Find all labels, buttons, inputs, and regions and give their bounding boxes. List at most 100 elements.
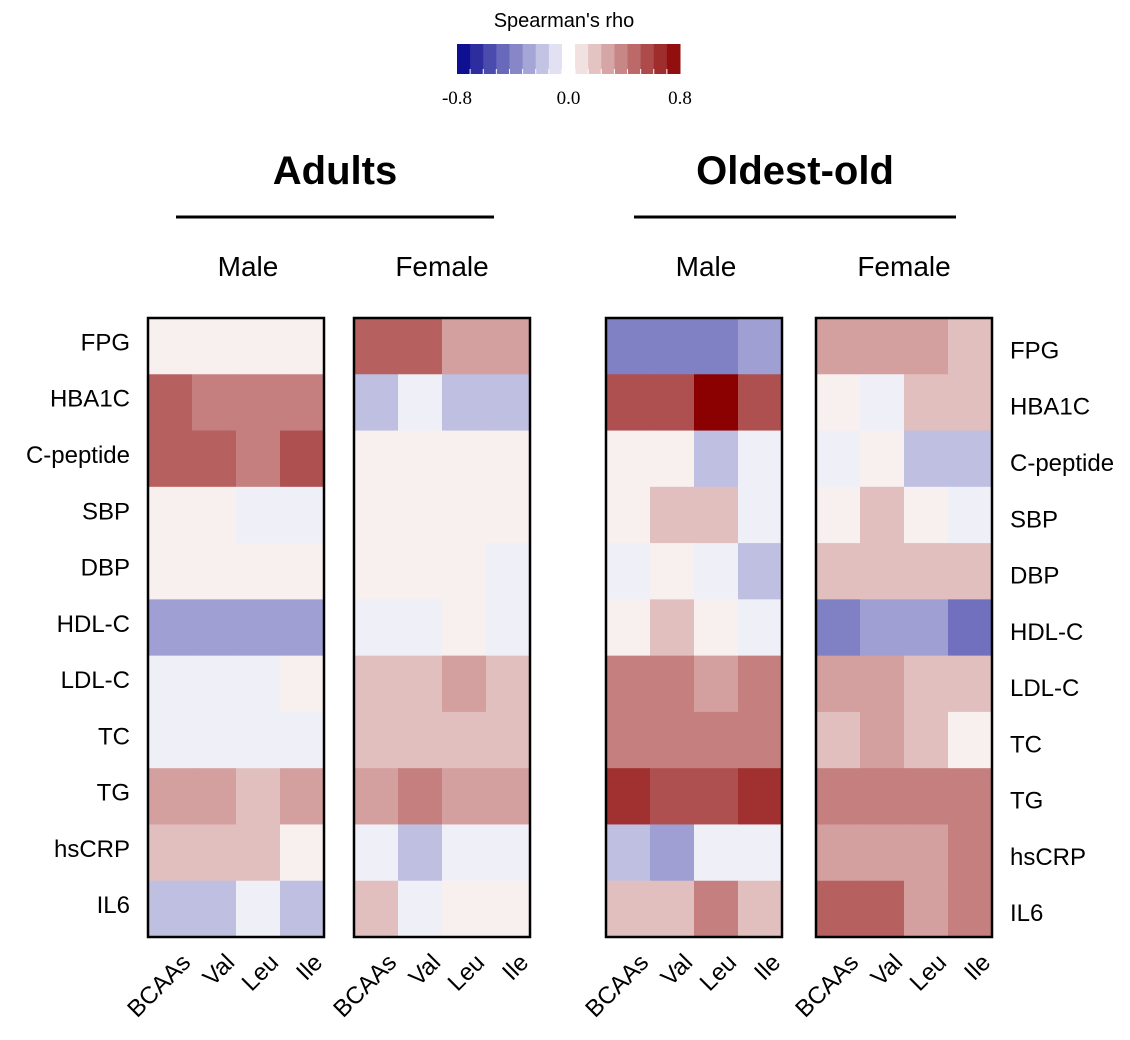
- heatmap-cell: [948, 768, 993, 826]
- row-label: hsCRP: [1010, 844, 1086, 871]
- heatmap-cell: [948, 655, 993, 713]
- legend-swatch: [666, 44, 681, 74]
- heatmap-cell: [236, 768, 281, 826]
- heatmap-cell: [650, 599, 695, 657]
- heatmap-cell: [192, 374, 237, 432]
- heatmap-cell: [606, 430, 651, 488]
- heatmap-cell: [650, 543, 695, 600]
- legend-tick-label: 0.0: [557, 88, 581, 109]
- heatmap-cell: [148, 543, 193, 600]
- column-label: Ile: [291, 949, 328, 986]
- heatmap-cell: [280, 543, 325, 600]
- heatmap-cell: [486, 655, 531, 713]
- heatmap-cell: [860, 318, 905, 375]
- legend-swatch: [548, 44, 563, 74]
- heatmap-cell: [486, 824, 531, 882]
- row-label: HBA1C: [1010, 394, 1090, 421]
- group-headers: Adults Oldest-old: [176, 149, 956, 219]
- legend-swatch: [575, 44, 589, 74]
- heatmap-cell: [192, 768, 237, 826]
- heatmap-cell: [148, 318, 193, 375]
- heatmap-cell: [694, 711, 739, 769]
- heatmap-cell: [442, 318, 487, 375]
- heatmap-cell: [948, 430, 993, 488]
- heatmap-cell: [486, 768, 531, 826]
- heatmap-cell: [948, 543, 993, 600]
- row-label: LDL-C: [1010, 675, 1079, 702]
- heatmap-cell: [442, 655, 487, 713]
- heatmap-cell: [354, 486, 399, 544]
- column-label: Val: [656, 949, 698, 991]
- heatmap-cell: [354, 543, 399, 600]
- heatmap-cell: [694, 318, 739, 375]
- row-labels-left: FPG HBA1C C-peptide SBP DBP HDL-C LDL-C TC TG hsC…: [26, 329, 130, 919]
- heatmap-cell: [398, 374, 443, 432]
- column-label: Leu: [695, 949, 742, 996]
- heatmap-panel: [352, 316, 532, 939]
- heatmap-cell: [148, 599, 193, 657]
- heatmap-cell: [606, 543, 651, 600]
- heatmap-cell: [148, 711, 193, 769]
- legend-swatch: [561, 44, 576, 74]
- heatmap-cell: [694, 430, 739, 488]
- row-label: C-peptide: [1010, 450, 1114, 477]
- heatmap-cell: [236, 824, 281, 882]
- heatmap-cell: [280, 768, 325, 826]
- heatmap-cell: [904, 486, 949, 544]
- heatmap-cell: [280, 318, 325, 375]
- heatmap-cell: [738, 768, 783, 826]
- heatmap-cell: [948, 374, 993, 432]
- heatmap-cell: [860, 768, 905, 826]
- heatmap-cell: [148, 430, 193, 488]
- legend-swatch: [470, 44, 484, 74]
- heatmap-cell: [860, 711, 905, 769]
- row-label: SBP: [1010, 506, 1058, 533]
- heatmap-cell: [738, 374, 783, 432]
- heatmap-cell: [486, 880, 531, 938]
- group-title: Adults: [273, 149, 397, 193]
- heatmap-cell: [606, 768, 651, 826]
- heatmap-cell: [860, 430, 905, 488]
- heatmap-cell: [486, 430, 531, 488]
- panel-title: Female: [395, 251, 488, 282]
- heatmap-cell: [816, 711, 861, 769]
- column-label: Leu: [905, 949, 952, 996]
- legend-tick-label: 0.8: [668, 88, 692, 109]
- heatmap-cell: [650, 711, 695, 769]
- heatmap-cell: [398, 824, 443, 882]
- heatmap-cell: [442, 768, 487, 826]
- heatmap-cell: [442, 374, 487, 432]
- row-label: HDL-C: [1010, 619, 1083, 646]
- legend-swatch: [483, 44, 497, 74]
- heatmap-cell: [236, 543, 281, 600]
- column-label: Val: [198, 949, 240, 991]
- legend-swatch: [653, 44, 668, 74]
- heatmap-cell: [486, 486, 531, 544]
- heatmap-cell: [738, 318, 783, 375]
- row-label: TC: [98, 723, 130, 750]
- group-title: Oldest-old: [696, 149, 894, 193]
- heatmap-cell: [948, 486, 993, 544]
- row-label: HDL-C: [57, 611, 130, 638]
- heatmap-cell: [442, 599, 487, 657]
- column-label: BCAAs: [790, 949, 864, 1023]
- heatmap-cell: [398, 655, 443, 713]
- heatmap-cell: [694, 543, 739, 600]
- heatmap-cell: [694, 486, 739, 544]
- column-label: Ile: [959, 949, 996, 986]
- heatmap-panels: [146, 316, 994, 939]
- heatmap-cell: [192, 599, 237, 657]
- heatmap-cell: [442, 711, 487, 769]
- heatmap-cell: [904, 374, 949, 432]
- heatmap-cell: [948, 318, 993, 375]
- heatmap-cell: [148, 880, 193, 938]
- heatmap-cell: [738, 599, 783, 657]
- row-label: HBA1C: [50, 386, 130, 413]
- heatmap-cell: [442, 486, 487, 544]
- heatmap-cell: [280, 711, 325, 769]
- heatmap-cell: [148, 374, 193, 432]
- heatmap-cell: [694, 599, 739, 657]
- heatmap-cell: [398, 543, 443, 600]
- heatmap-cell: [738, 824, 783, 882]
